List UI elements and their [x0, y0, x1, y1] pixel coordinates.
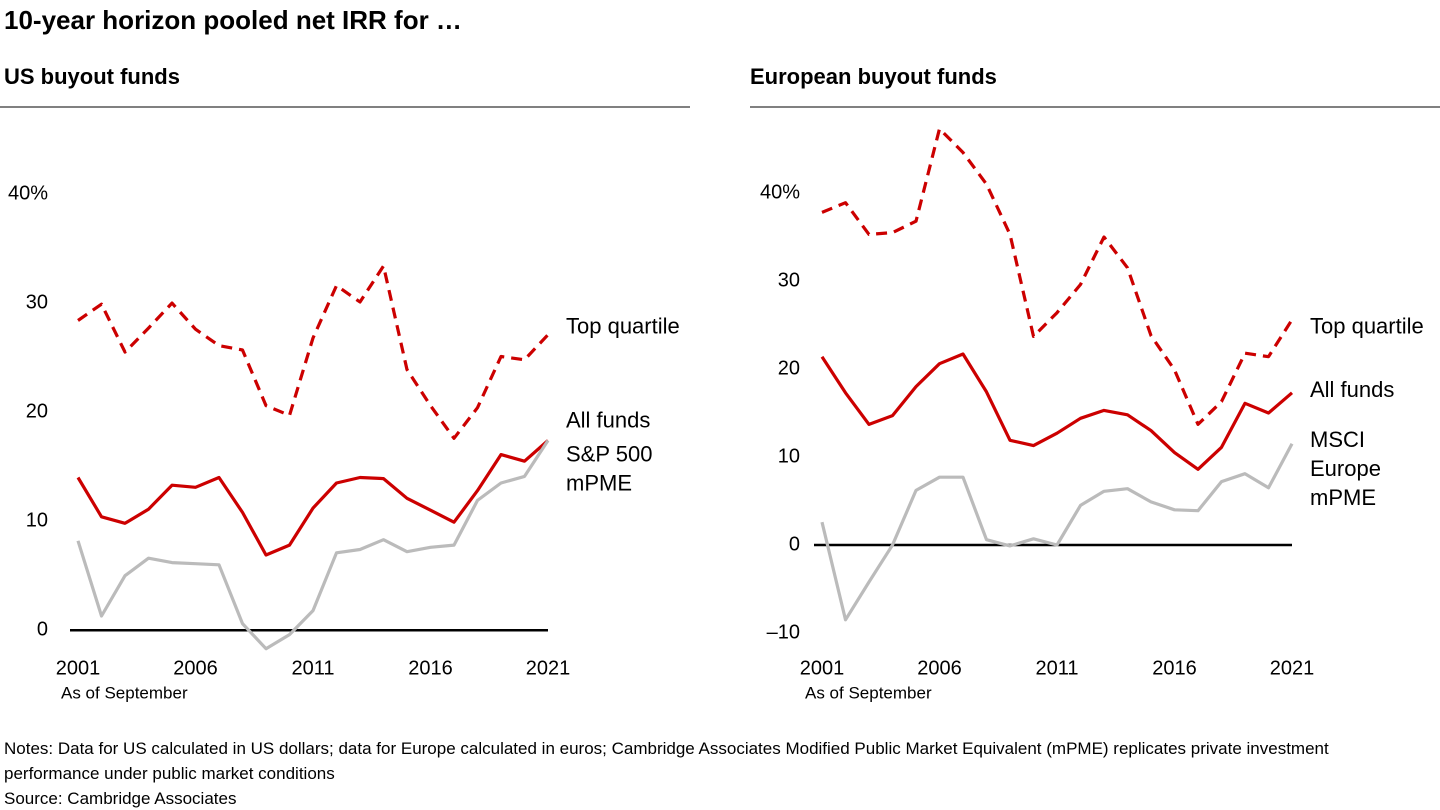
- y-tick-label: 40%: [760, 181, 800, 203]
- series-label: S&P 500 mPME: [566, 441, 652, 495]
- y-tick-label: 20: [778, 357, 800, 379]
- x-tick-label: 2011: [1035, 657, 1078, 679]
- chart-area: 10-year horizon pooled net IRR for … US …: [0, 5, 1440, 702]
- series-label: Top quartile: [566, 313, 680, 338]
- series-label: All funds: [1310, 377, 1394, 402]
- series-line: [821, 127, 1294, 426]
- x-tick-label: 2011: [291, 657, 334, 679]
- y-tick-label: 0: [789, 533, 800, 555]
- y-tick-label: 20: [26, 400, 48, 422]
- series-label-line: Europe: [1310, 456, 1381, 481]
- notes: Notes: Data for US calculated in US doll…: [4, 739, 1329, 783]
- series-label-line: S&P 500: [566, 441, 652, 466]
- x-tick-label: 2021: [1270, 657, 1315, 679]
- y-tick-label: 40%: [8, 182, 48, 204]
- y-tick-label: 30: [778, 269, 800, 291]
- series-line: [76, 439, 550, 651]
- footnotes: Notes: Data for US calculated in US doll…: [4, 736, 1424, 810]
- panel-title: European buyout funds: [750, 64, 997, 89]
- y-tick-label: –10: [767, 621, 800, 643]
- series-label: MSCI Europe mPME: [1310, 427, 1381, 510]
- y-tick-label: 0: [37, 618, 48, 640]
- y-tick-label: 10: [778, 445, 800, 467]
- x-tick-label: 2016: [408, 657, 453, 679]
- series-line: [77, 264, 550, 440]
- x-tick-label: 2006: [917, 657, 962, 679]
- x-tick-label: 2021: [526, 657, 571, 679]
- series-label: All funds: [566, 407, 650, 432]
- panel-title: US buyout funds: [4, 64, 180, 89]
- series-line: [820, 352, 1294, 471]
- x-tick-label: 2016: [1152, 657, 1197, 679]
- x-tick-label: 2001: [56, 657, 101, 679]
- series-label-line: Top quartile: [566, 313, 680, 338]
- series-label-line: mPME: [566, 470, 632, 495]
- y-tick-label: 30: [26, 291, 48, 313]
- x-axis-note: As of September: [805, 683, 932, 702]
- series-label: Top quartile: [1310, 314, 1424, 339]
- y-tick-label: 10: [26, 509, 48, 531]
- series-line: [820, 443, 1294, 622]
- series-line: [76, 439, 550, 557]
- x-tick-label: 2006: [173, 657, 218, 679]
- series-label-line: MSCI: [1310, 427, 1365, 452]
- x-tick-label: 2001: [800, 657, 845, 679]
- series-label-line: All funds: [566, 407, 650, 432]
- x-axis-note: As of September: [61, 683, 188, 702]
- source: Source: Cambridge Associates: [4, 789, 237, 808]
- page-title: 10-year horizon pooled net IRR for …: [4, 5, 462, 35]
- series-label-line: All funds: [1310, 377, 1394, 402]
- series-label-line: Top quartile: [1310, 314, 1424, 339]
- series-label-line: mPME: [1310, 485, 1376, 510]
